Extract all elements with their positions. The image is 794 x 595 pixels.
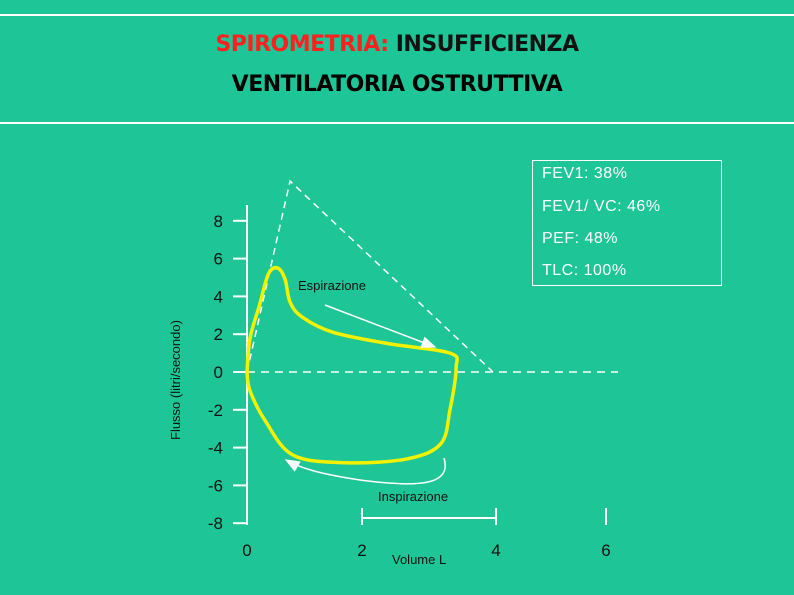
x-tick-label: 4 [491,541,500,560]
stats-box [532,160,722,286]
x-tick-label: 6 [601,541,610,560]
title-line-2: VENTILATORIA OSTRUTTIVA [231,72,563,97]
x-tick-label: 0 [242,541,251,560]
y-tick-label: -2 [208,401,223,420]
y-tick-label: -8 [208,514,223,533]
bottom-rule [0,122,794,124]
y-tick-label: 0 [214,363,223,382]
predicted-envelope [246,179,494,373]
expiration-arrow [324,304,437,348]
y-tick-label: -6 [208,476,223,495]
expiration-label: Espirazione [298,278,366,293]
inspiration-label: Inspirazione [378,489,448,504]
title-part-1: SPIROMETRIA: [215,32,389,57]
y-tick-label: 6 [214,250,223,269]
y-tick-label: 8 [214,212,223,231]
inspiration-arrow [284,457,446,485]
stat-fev1-vc: FEV1/ VC: 46% [542,198,661,215]
y-tick-label: 4 [214,287,223,306]
top-rule [0,14,794,16]
title-part-2: INSUFFICIENZA [395,32,579,57]
y-tick-label: -4 [208,439,223,458]
x-tick-label: 2 [357,541,366,560]
y-tick-label: 2 [214,325,223,344]
x-axis-label: Volume L [392,552,446,567]
stat-pef: PEF: 48% [542,230,619,247]
stat-tlc: TLC: 100% [542,262,627,279]
title-line-1: SPIROMETRIA: INSUFFICIENZA [0,32,794,57]
stat-fev1: FEV1: 38% [542,165,628,182]
flow-volume-loop [245,265,459,465]
y-axis-label: Flusso (litri/secondo) [168,320,183,440]
